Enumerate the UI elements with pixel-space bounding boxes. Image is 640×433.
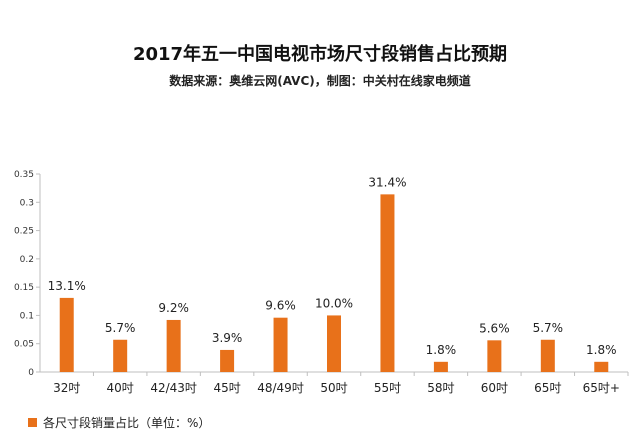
chart-subtitle: 数据来源：奥维云网(AVC)，制图：中关村在线家电频道 bbox=[169, 74, 471, 88]
x-tick-label: 50吋 bbox=[320, 381, 347, 395]
bar bbox=[540, 339, 555, 372]
x-tick-label: 60吋 bbox=[481, 381, 508, 395]
x-tick-label: 65吋+ bbox=[583, 381, 620, 395]
bar bbox=[487, 340, 502, 372]
legend-swatch bbox=[28, 418, 37, 427]
x-tick-label: 32吋 bbox=[53, 381, 80, 395]
y-tick-label: 0.25 bbox=[14, 227, 34, 237]
data-label: 5.7% bbox=[533, 321, 564, 335]
x-tick-label: 40吋 bbox=[107, 381, 134, 395]
bar bbox=[220, 349, 235, 372]
y-tick-label: 0.05 bbox=[14, 340, 34, 350]
y-tick-label: 0 bbox=[28, 368, 34, 378]
data-label: 9.6% bbox=[265, 299, 296, 313]
y-tick-label: 0.1 bbox=[20, 311, 34, 321]
x-tick-label: 48/49吋 bbox=[257, 381, 304, 395]
legend: 各尺寸段销量占比（单位：%） bbox=[28, 414, 210, 431]
bar bbox=[166, 319, 181, 372]
data-label: 5.6% bbox=[479, 321, 510, 335]
bar bbox=[273, 317, 288, 372]
x-tick-label: 58吋 bbox=[427, 381, 454, 395]
bar bbox=[433, 361, 448, 372]
data-label: 9.2% bbox=[158, 301, 189, 315]
data-label: 10.0% bbox=[315, 296, 353, 310]
bar bbox=[594, 361, 609, 372]
y-tick-label: 0.2 bbox=[20, 255, 34, 265]
bar bbox=[113, 339, 128, 372]
x-tick-label: 55吋 bbox=[374, 381, 401, 395]
chart-title: 2017年五一中国电视市场尺寸段销售占比预期 bbox=[132, 44, 508, 65]
y-tick-label: 0.15 bbox=[14, 283, 34, 293]
data-label: 1.8% bbox=[586, 343, 617, 357]
y-tick-label: 0.3 bbox=[20, 198, 34, 208]
data-label: 1.8% bbox=[426, 343, 457, 357]
data-label: 3.9% bbox=[212, 331, 243, 345]
bar bbox=[59, 297, 74, 372]
x-tick-label: 45吋 bbox=[213, 381, 240, 395]
x-tick-label: 65吋 bbox=[534, 381, 561, 395]
data-label: 5.7% bbox=[105, 321, 136, 335]
bar bbox=[327, 315, 341, 372]
x-tick-label: 42/43吋 bbox=[150, 381, 197, 395]
data-label: 13.1% bbox=[48, 279, 86, 293]
legend-label: 各尺寸段销量占比（单位：%） bbox=[43, 416, 211, 430]
y-tick-label: 0.35 bbox=[14, 170, 34, 180]
bar bbox=[380, 194, 395, 372]
data-label: 31.4% bbox=[368, 175, 406, 189]
